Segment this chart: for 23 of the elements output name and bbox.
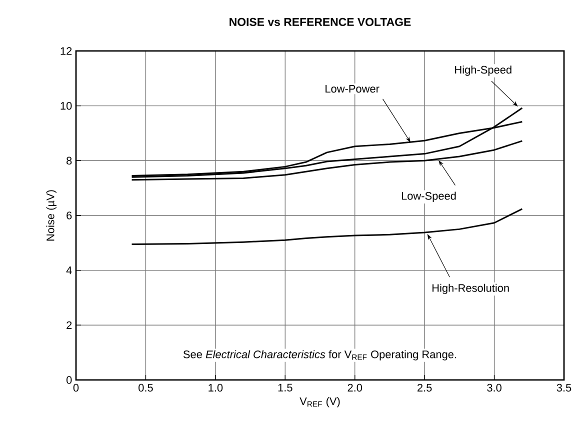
text: High-Speed xyxy=(455,66,512,76)
y-tick-label: 6 xyxy=(66,212,72,220)
annotation: See Electrical Characteristics for V$_{REF}$ Operating Range. xyxy=(183,350,456,360)
text: High-Resolution xyxy=(432,284,509,294)
x-tick-label: 1.5 xyxy=(278,384,292,392)
text: Low-Power xyxy=(326,85,380,93)
x-axis-title: V$_{REF}$ (V) xyxy=(300,397,340,408)
x-tick-label: 3.0 xyxy=(487,384,502,392)
legend-label: Low-Speed xyxy=(402,192,456,202)
chart-title: NOISE vs REFERENCE VOLTAGE xyxy=(230,18,411,26)
y-tick-label: 10 xyxy=(60,102,72,110)
x-tick-label: 0.5 xyxy=(138,384,153,392)
y-tick-label: 8 xyxy=(66,156,72,165)
y-tick-label: 2 xyxy=(66,321,72,329)
y-axis-title: Noise (µV) xyxy=(46,190,56,241)
x-tick-label: 3.5 xyxy=(556,384,572,392)
x-tick-label: 0 xyxy=(73,384,79,392)
x-tick-label: 2.5 xyxy=(418,384,432,392)
x-tick-label: 1.0 xyxy=(208,384,223,392)
y-tick-label: 4 xyxy=(66,266,72,274)
y-tick-label: 12 xyxy=(60,47,72,55)
x-tick-label: 2.0 xyxy=(348,384,362,392)
y-tick-label: 0 xyxy=(66,376,72,384)
